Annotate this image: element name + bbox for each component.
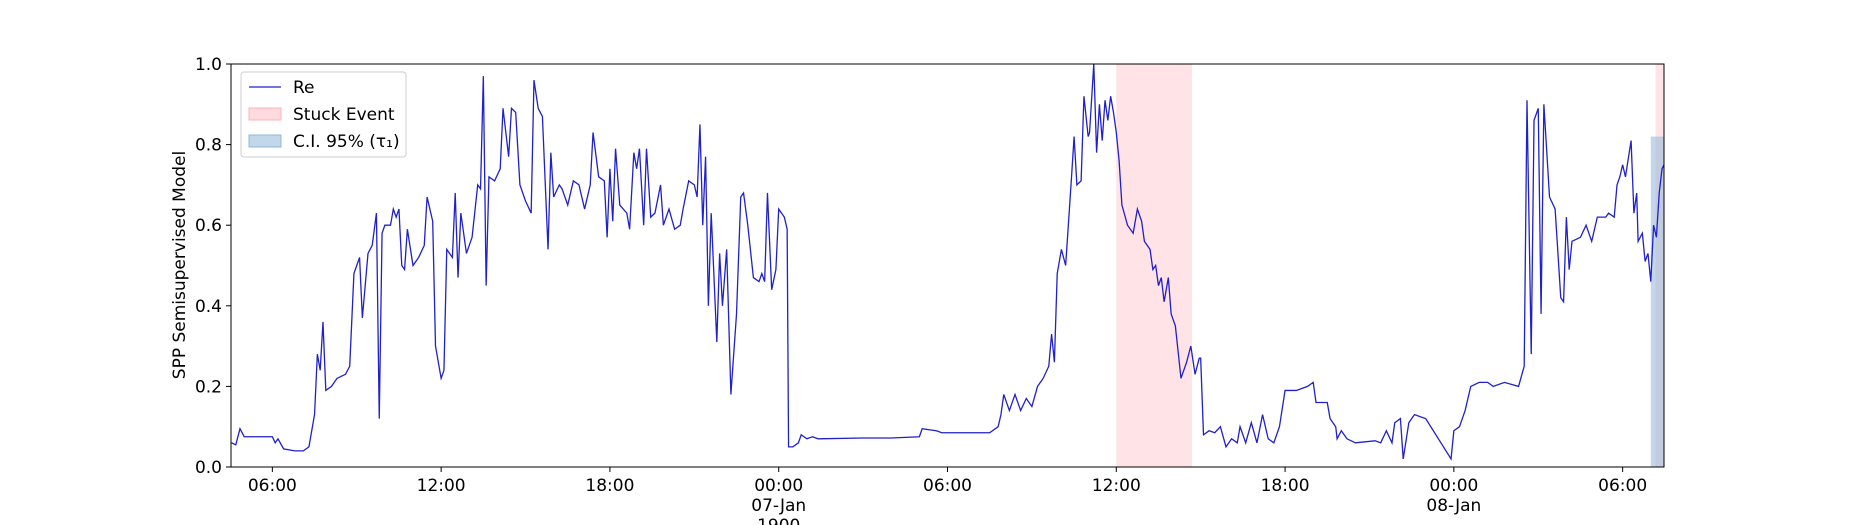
x-tick-label: 18:00 xyxy=(1261,476,1310,496)
line xyxy=(231,64,1664,461)
legend-label: C.I. 95% (τ₁) xyxy=(293,132,400,152)
y-tick-label: 0.8 xyxy=(195,136,222,156)
y-tick-label: 0.6 xyxy=(195,216,222,236)
legend-box xyxy=(240,71,407,158)
legend-swatch xyxy=(248,134,282,148)
x-tick-label: 12:00 xyxy=(417,476,466,496)
span xyxy=(1116,64,1192,467)
y-tick-label: 0.0 xyxy=(195,458,222,478)
x-tick-label: 18:00 xyxy=(585,476,634,496)
y-tick-label: 0.4 xyxy=(195,297,222,317)
x-tick-label: 06:00 xyxy=(923,476,972,496)
x-tick-label: 12:00 xyxy=(1092,476,1141,496)
x-tick-label: 06:00 xyxy=(248,476,297,496)
y-tick-label: 0.2 xyxy=(195,377,222,397)
x-tick-label: 06:00 xyxy=(1598,476,1647,496)
legend-label: Re xyxy=(293,78,315,98)
legend-label: Stuck Event xyxy=(293,105,395,125)
y-tick-label: 1.0 xyxy=(195,55,222,75)
legend-swatch xyxy=(248,107,282,121)
y-axis-label: SPP Semisupervised Model xyxy=(170,151,190,379)
span xyxy=(1650,136,1664,467)
x-tick-label: 00:00 08-Jan xyxy=(1426,476,1481,516)
